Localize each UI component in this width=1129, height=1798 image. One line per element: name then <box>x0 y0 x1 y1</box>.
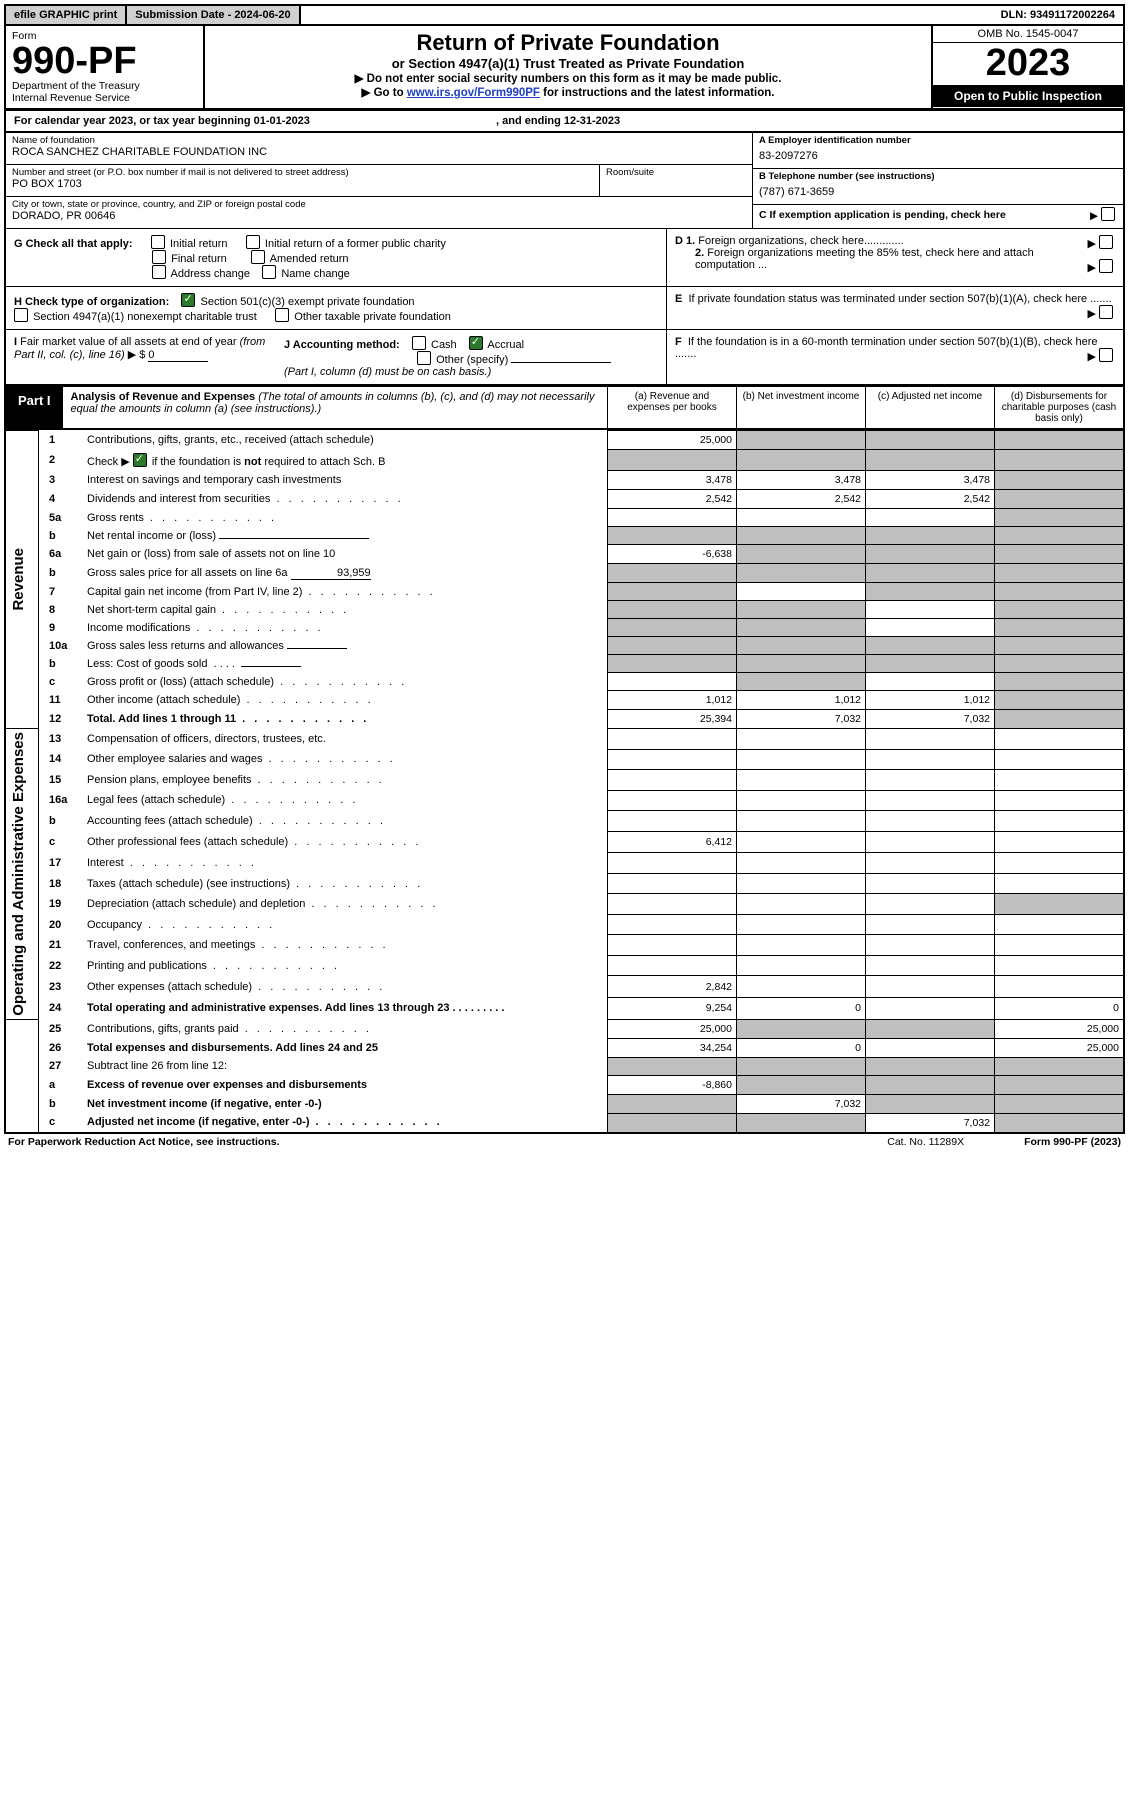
cash-basis-note: (Part I, column (d) must be on cash basi… <box>284 366 491 378</box>
form-subtitle: or Section 4947(a)(1) Trust Treated as P… <box>215 56 921 71</box>
tax-year: 2023 <box>933 43 1123 85</box>
expenses-side-label: Operating and Administrative Expenses <box>10 732 27 1016</box>
col-b-header: (b) Net investment income <box>736 387 865 428</box>
fmv-amount: 0 <box>148 349 208 362</box>
e-checkbox[interactable] <box>1099 305 1113 319</box>
form-number: 990-PF <box>12 42 197 80</box>
f-checkbox[interactable] <box>1099 348 1113 362</box>
omb-number: OMB No. 1545-0047 <box>933 26 1123 43</box>
ssn-note: ▶ Do not enter social security numbers o… <box>215 71 921 85</box>
section-h-e: H Check type of organization: Section 50… <box>4 287 1125 330</box>
foundation-name: ROCA SANCHEZ CHARITABLE FOUNDATION INC <box>12 146 746 158</box>
4947a1-checkbox[interactable] <box>14 308 28 322</box>
dept-treasury: Department of the Treasury <box>12 80 197 92</box>
g-label: G Check all that apply: <box>14 238 133 250</box>
accrual-checkbox[interactable] <box>469 336 483 350</box>
part1-header: Part I Analysis of Revenue and Expenses … <box>4 385 1125 430</box>
telephone: (787) 671-3659 <box>759 186 1117 198</box>
city-label: City or town, state or province, country… <box>12 199 746 210</box>
h-label: H Check type of organization: <box>14 296 169 308</box>
col-c-header: (c) Adjusted net income <box>865 387 994 428</box>
revenue-side-label: Revenue <box>10 548 27 611</box>
name-change-checkbox[interactable] <box>262 265 276 279</box>
cat-no: Cat. No. 11289X <box>887 1136 964 1148</box>
schb-checkbox[interactable] <box>133 453 147 467</box>
other-taxable-checkbox[interactable] <box>275 308 289 322</box>
address: PO BOX 1703 <box>12 178 593 190</box>
part1-title: Analysis of Revenue and Expenses <box>71 391 256 403</box>
city: DORADO, PR 00646 <box>12 210 746 222</box>
form-number-box: Form 990-PF Department of the Treasury I… <box>6 26 205 108</box>
page-footer: For Paperwork Reduction Act Notice, see … <box>4 1134 1125 1150</box>
d2-checkbox[interactable] <box>1099 259 1113 273</box>
open-to-public: Open to Public Inspection <box>933 85 1123 107</box>
identification-block: Name of foundation ROCA SANCHEZ CHARITAB… <box>4 133 1125 229</box>
form-page-ref: Form 990-PF (2023) <box>1024 1136 1121 1148</box>
submission-date: Submission Date - 2024-06-20 <box>127 6 300 24</box>
calendar-year-line: For calendar year 2023, or tax year begi… <box>4 110 1125 133</box>
efile-print-button[interactable]: efile GRAPHIC print <box>6 6 127 24</box>
form-title: Return of Private Foundation <box>215 30 921 56</box>
year-box: OMB No. 1545-0047 2023 Open to Public In… <box>931 26 1123 108</box>
form990pf-link[interactable]: www.irs.gov/Form990PF <box>407 87 540 99</box>
initial-return-checkbox[interactable] <box>151 235 165 249</box>
pending-label: C If exemption application is pending, c… <box>759 209 1006 221</box>
pending-checkbox[interactable] <box>1101 207 1115 221</box>
irs: Internal Revenue Service <box>12 92 197 104</box>
dln: DLN: 93491172002264 <box>993 6 1123 24</box>
section-g-d: G Check all that apply: Initial return I… <box>4 229 1125 287</box>
amended-return-checkbox[interactable] <box>251 250 265 264</box>
other-method-checkbox[interactable] <box>417 351 431 365</box>
cash-checkbox[interactable] <box>412 336 426 350</box>
initial-former-checkbox[interactable] <box>246 235 260 249</box>
paperwork-notice: For Paperwork Reduction Act Notice, see … <box>8 1136 280 1148</box>
501c3-checkbox[interactable] <box>181 293 195 307</box>
part1-label: Part I <box>6 387 63 428</box>
title-box: Return of Private Foundation or Section … <box>205 26 931 108</box>
final-return-checkbox[interactable] <box>152 250 166 264</box>
ein: 83-2097276 <box>759 150 1117 162</box>
section-ij-f: I Fair market value of all assets at end… <box>4 330 1125 385</box>
form-header: Form 990-PF Department of the Treasury I… <box>4 26 1125 110</box>
part1-table: Revenue 1Contributions, gifts, grants, e… <box>4 430 1125 1134</box>
room-label: Room/suite <box>606 167 746 178</box>
d1-checkbox[interactable] <box>1099 235 1113 249</box>
address-change-checkbox[interactable] <box>152 265 166 279</box>
col-d-header: (d) Disbursements for charitable purpose… <box>994 387 1123 428</box>
tel-label: B Telephone number (see instructions) <box>759 171 1117 182</box>
column-headers: (a) Revenue and expenses per books (b) N… <box>607 387 1123 428</box>
name-label: Name of foundation <box>12 135 746 146</box>
goto-note: ▶ Go to www.irs.gov/Form990PF for instru… <box>215 85 921 99</box>
top-bar: efile GRAPHIC print Submission Date - 20… <box>4 4 1125 26</box>
ein-label: A Employer identification number <box>759 135 1117 146</box>
col-a-header: (a) Revenue and expenses per books <box>607 387 736 428</box>
address-label: Number and street (or P.O. box number if… <box>12 167 593 178</box>
